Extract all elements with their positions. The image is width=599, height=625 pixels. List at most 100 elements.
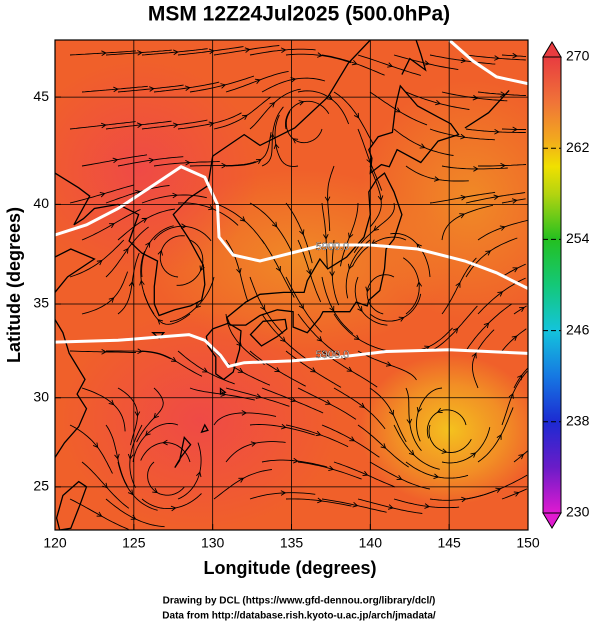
streamline (249, 202, 293, 253)
colorbar-tick-label: 254 (566, 230, 590, 246)
streamline-arrow (348, 263, 354, 270)
streamline-arrow (461, 496, 467, 503)
streamline-arrow (293, 457, 299, 464)
streamline-arrow (157, 249, 163, 256)
streamline (501, 488, 528, 500)
streamline (501, 128, 526, 130)
streamline (357, 128, 383, 191)
streamline (405, 91, 470, 110)
streamline-arrow (275, 265, 281, 272)
streamline (117, 461, 158, 511)
streamline-arrow (184, 85, 191, 91)
streamline-arrow (470, 452, 477, 458)
coastline (401, 40, 427, 75)
y-tick-label: 40 (33, 195, 49, 211)
streamline-arrow (306, 268, 312, 275)
streamline-arrow (377, 195, 384, 202)
streamline-arrow (499, 225, 506, 231)
streamline (141, 194, 207, 204)
streamline (147, 461, 185, 496)
streamline-arrow (352, 501, 359, 508)
streamline-arrow (483, 322, 490, 329)
streamline-arrow (388, 409, 394, 416)
streamline-arrow (518, 453, 525, 460)
streamline-arrow (500, 162, 506, 169)
streamline-arrow (274, 367, 281, 373)
streamline-arrow (398, 316, 405, 322)
streamline (81, 461, 130, 509)
colorbar-tick-label: 262 (566, 139, 590, 155)
streamline (141, 493, 202, 510)
streamline-arrow (108, 399, 115, 406)
streamline-arrow (416, 281, 423, 287)
coastline (55, 248, 96, 459)
streamline (249, 424, 315, 436)
streamline-arrow (112, 157, 119, 164)
streamline-arrow (139, 279, 145, 286)
streamline-arrow (280, 47, 287, 54)
streamline (477, 219, 528, 241)
streamline (429, 191, 496, 204)
streamline-arrow (299, 229, 305, 236)
streamline (357, 54, 421, 76)
streamline (513, 368, 528, 389)
streamline-arrow (108, 297, 115, 303)
streamline (465, 474, 528, 500)
streamline-arrow (310, 367, 317, 373)
y-tick-label: 30 (33, 388, 49, 404)
streamline (405, 165, 469, 182)
streamline-arrow (460, 194, 467, 201)
streamline-arrow (250, 441, 257, 447)
streamline-arrow (455, 281, 461, 288)
streamline (225, 239, 249, 303)
colorbar-tick-label: 270 (566, 48, 590, 64)
streamline (261, 313, 309, 361)
streamline (321, 498, 387, 513)
streamline-arrow (329, 305, 335, 312)
streamline (117, 84, 184, 93)
streamline-arrow (153, 412, 159, 419)
streamline-arrow (127, 489, 134, 496)
streamline (285, 424, 349, 448)
contour-line (55, 164, 528, 290)
streamline-arrow (292, 138, 299, 144)
axes: 120 125 130 135 140 145 150 25 30 35 40 45 (33, 88, 539, 551)
streamline-arrow (134, 411, 141, 417)
streamline (177, 46, 244, 56)
streamline (129, 424, 143, 488)
streamline (285, 202, 313, 264)
streamline (285, 111, 323, 144)
streamline (426, 409, 467, 439)
streamline (261, 387, 324, 414)
streamline-arrow (141, 217, 148, 223)
streamline-arrow (172, 192, 178, 199)
streamline (225, 132, 272, 167)
streamline-arrow (494, 128, 500, 135)
streamline-arrow (373, 225, 379, 232)
field-shade (360, 80, 528, 320)
streamline-arrow (185, 159, 191, 166)
streamline (429, 54, 496, 65)
streamline-arrow (348, 232, 354, 239)
streamline (225, 441, 286, 463)
streamline-arrow (385, 361, 392, 367)
streamline (153, 160, 220, 167)
streamline (471, 329, 495, 389)
streamline-arrow (408, 449, 415, 456)
streamline-arrow (459, 213, 466, 219)
streamline-arrow (148, 157, 155, 164)
streamline (177, 442, 202, 500)
x-tick-label: 120 (43, 535, 67, 551)
streamline-arrow (172, 122, 179, 128)
streamline (81, 85, 148, 93)
streamline-arrow (508, 392, 514, 399)
streamline (478, 164, 527, 167)
streamline-arrow (170, 505, 177, 512)
streamline-arrow (290, 396, 297, 403)
colorbar-tick-label: 246 (566, 321, 590, 337)
streamline (441, 257, 477, 315)
streamline (69, 239, 125, 278)
streamline-arrow (323, 234, 329, 240)
streamline (513, 450, 528, 463)
streamline-arrow (236, 268, 242, 274)
